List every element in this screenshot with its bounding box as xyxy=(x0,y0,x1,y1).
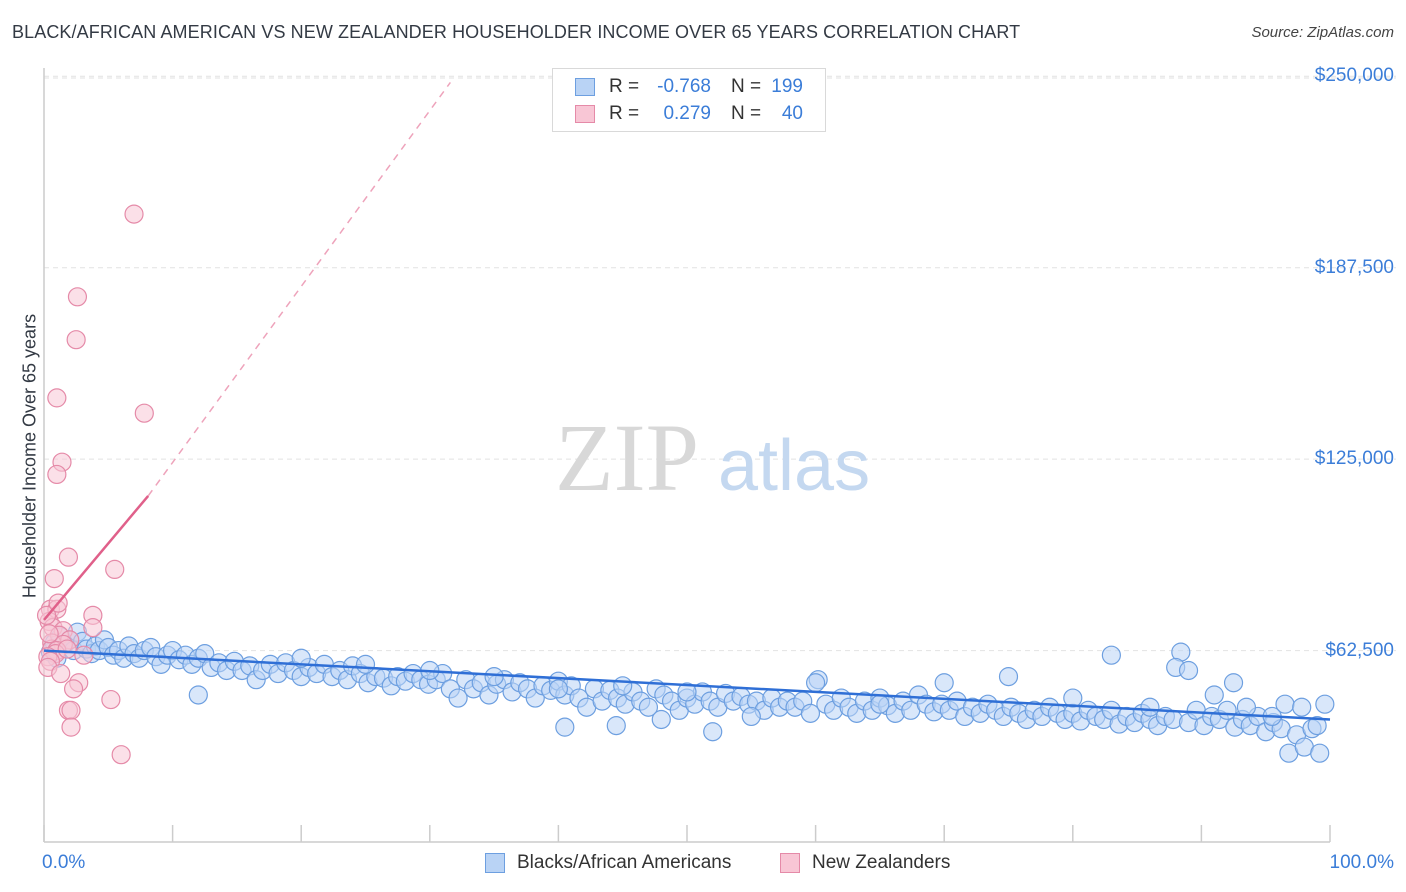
chart-title: BLACK/AFRICAN AMERICAN VS NEW ZEALANDER … xyxy=(12,22,1021,42)
bottom-legend-label: New Zealanders xyxy=(812,852,951,873)
data-point-nz xyxy=(44,568,64,589)
data-point-nz xyxy=(66,330,86,350)
legend-swatch-pink xyxy=(780,853,800,873)
data-point-nz xyxy=(39,624,59,644)
y-tick-label: $125,000 xyxy=(1314,448,1394,470)
data-point-nz xyxy=(105,559,125,580)
watermark: ZIP atlas xyxy=(555,404,870,511)
data-point-blacks xyxy=(1140,697,1160,717)
data-point-blacks xyxy=(934,673,954,693)
data-point-blacks xyxy=(1178,660,1199,681)
legend-swatch-blue xyxy=(575,78,595,96)
trend-lines xyxy=(43,81,1331,721)
data-point-blacks xyxy=(638,697,659,717)
stats-legend: R = -0.768 N = 199 R = 0.279 N = 40 xyxy=(552,68,826,132)
legend-swatch-blue xyxy=(485,853,505,873)
legend-r-label: R = xyxy=(609,103,640,124)
data-point-blacks xyxy=(613,676,633,696)
data-point-blacks xyxy=(484,667,504,687)
data-point-nz xyxy=(58,547,79,567)
data-point-blacks xyxy=(606,716,626,736)
data-point-nz xyxy=(83,617,103,638)
legend-row-blacks: R = -0.768 N = 199 xyxy=(575,76,803,98)
data-point-blacks xyxy=(741,706,761,727)
series-nz-points xyxy=(36,204,154,765)
legend-n-label: N = xyxy=(731,103,762,124)
bottom-legend-nz[interactable]: New Zealanders xyxy=(780,852,950,874)
bottom-legend-blacks[interactable]: Blacks/African Americans xyxy=(485,852,731,874)
data-point-nz xyxy=(134,403,154,423)
watermark-atlas: atlas xyxy=(718,426,870,506)
legend-r-label: R = xyxy=(609,76,640,97)
data-point-nz xyxy=(47,388,67,408)
data-point-nz xyxy=(111,745,131,765)
data-point-nz xyxy=(63,679,84,699)
y-tick-label: $250,000 xyxy=(1314,65,1394,87)
data-point-blacks xyxy=(548,679,569,699)
data-point-blacks xyxy=(1315,694,1335,714)
data-point-nz xyxy=(67,287,88,307)
data-point-blacks xyxy=(291,648,311,668)
data-point-blacks xyxy=(1204,685,1224,705)
watermark-zip: ZIP xyxy=(555,404,699,511)
legend-n-label: N = xyxy=(731,76,762,97)
y-tick-label: $62,500 xyxy=(1325,639,1394,661)
gridlines xyxy=(44,75,1396,652)
legend-n-value: 199 xyxy=(771,76,803,97)
trend-line-nz xyxy=(43,495,150,621)
trend-line-blacks xyxy=(43,649,1331,721)
data-point-blacks xyxy=(870,694,890,714)
data-point-blacks xyxy=(651,709,671,730)
data-point-blacks xyxy=(355,654,376,674)
trend-line-nz-extension xyxy=(147,81,451,497)
data-point-nz xyxy=(101,689,121,710)
data-point-blacks xyxy=(1310,743,1330,763)
legend-swatch-pink xyxy=(575,105,595,123)
source-label: Source: ZipAtlas.com xyxy=(1251,24,1394,41)
data-point-blacks xyxy=(703,722,723,742)
bottom-legend-label: Blacks/African Americans xyxy=(517,852,732,873)
x-tick-right: 100.0% xyxy=(1329,852,1394,873)
data-point-blacks xyxy=(1101,645,1121,665)
data-point-blacks xyxy=(1292,697,1312,717)
y-tick-label: $187,500 xyxy=(1314,256,1394,278)
legend-r-value: -0.768 xyxy=(657,76,711,97)
data-point-blacks xyxy=(1223,673,1244,693)
data-point-blacks xyxy=(998,667,1019,687)
data-point-blacks xyxy=(1063,688,1083,708)
legend-r-value: 0.279 xyxy=(663,103,711,124)
legend-row-nz: R = 0.279 N = 40 xyxy=(575,103,803,125)
x-tick-left: 0.0% xyxy=(42,852,86,873)
data-point-blacks xyxy=(188,685,208,705)
data-point-nz xyxy=(51,663,71,684)
data-point-blacks xyxy=(677,682,697,702)
data-point-nz xyxy=(124,204,144,224)
data-point-blacks xyxy=(1163,709,1183,730)
data-point-nz xyxy=(61,717,81,737)
legend-n-value: 40 xyxy=(781,103,803,124)
data-point-nz xyxy=(61,700,81,720)
data-point-nz xyxy=(57,639,77,659)
data-point-blacks xyxy=(805,673,826,693)
data-point-blacks xyxy=(1307,716,1327,736)
data-point-blacks xyxy=(1275,694,1295,714)
data-point-nz xyxy=(74,645,94,665)
axes xyxy=(43,68,1331,843)
data-point-blacks xyxy=(800,703,821,723)
data-point-nz xyxy=(47,464,67,485)
series-blacks-points xyxy=(40,622,1335,763)
data-point-blacks xyxy=(448,688,468,708)
data-point-blacks xyxy=(555,717,575,737)
